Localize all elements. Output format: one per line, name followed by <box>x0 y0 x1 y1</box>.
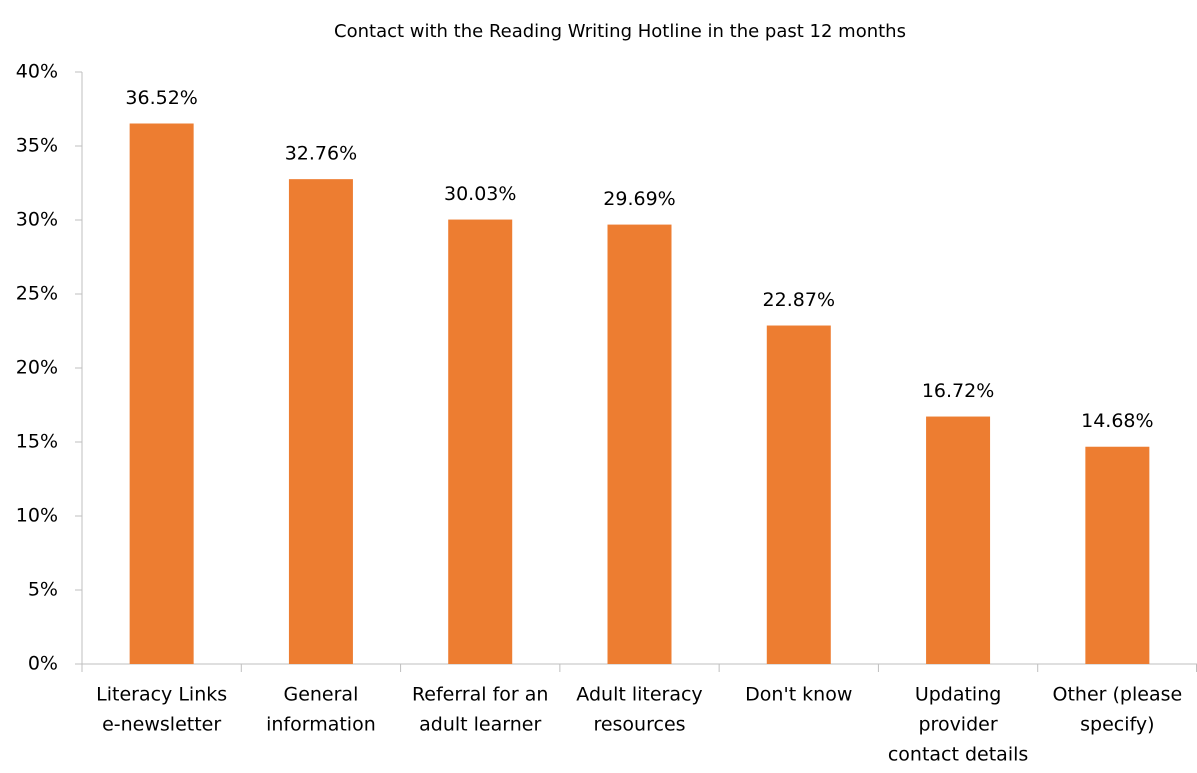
bar <box>288 179 353 665</box>
x-tick-label: Don't know <box>745 684 852 706</box>
y-tick-label: 30% <box>16 209 58 231</box>
data-label: 16.72% <box>922 380 994 402</box>
x-tick-label: Other (please <box>1053 684 1183 706</box>
y-tick-label: 25% <box>16 283 58 305</box>
data-label: 29.69% <box>603 188 675 210</box>
data-label: 32.76% <box>285 143 357 165</box>
x-tick-label: e-newsletter <box>102 714 221 736</box>
x-tick-label: General <box>283 684 358 706</box>
x-tick-label: Referral for an <box>412 684 549 706</box>
bar <box>607 224 672 664</box>
x-tick-label: provider <box>918 714 997 736</box>
y-tick-label: 40% <box>16 61 58 83</box>
data-label: 14.68% <box>1081 410 1153 432</box>
bar <box>448 219 513 664</box>
x-tick-label: adult learner <box>419 714 541 736</box>
x-tick-label: Adult literacy <box>576 684 702 706</box>
x-tick-label: information <box>266 714 376 736</box>
chart-title: Contact with the Reading Writing Hotline… <box>334 21 906 42</box>
x-tick-label: contact details <box>888 744 1028 766</box>
y-tick-label: 35% <box>16 135 58 157</box>
data-label: 36.52% <box>125 87 197 109</box>
x-tick-label: Updating <box>915 684 1002 706</box>
bar <box>1085 446 1150 664</box>
data-label: 22.87% <box>763 289 835 311</box>
x-tick-label: specify) <box>1080 714 1154 736</box>
y-tick-label: 5% <box>28 579 58 601</box>
data-label: 30.03% <box>444 183 516 205</box>
y-tick-label: 10% <box>16 505 58 527</box>
bar <box>129 123 194 664</box>
bar <box>766 325 831 664</box>
y-tick-label: 20% <box>16 357 58 379</box>
y-tick-label: 15% <box>16 431 58 453</box>
x-tick-label: Literacy Links <box>96 684 227 706</box>
y-tick-label: 0% <box>28 653 58 675</box>
x-tick-label: resources <box>593 714 685 736</box>
bar <box>926 416 991 664</box>
